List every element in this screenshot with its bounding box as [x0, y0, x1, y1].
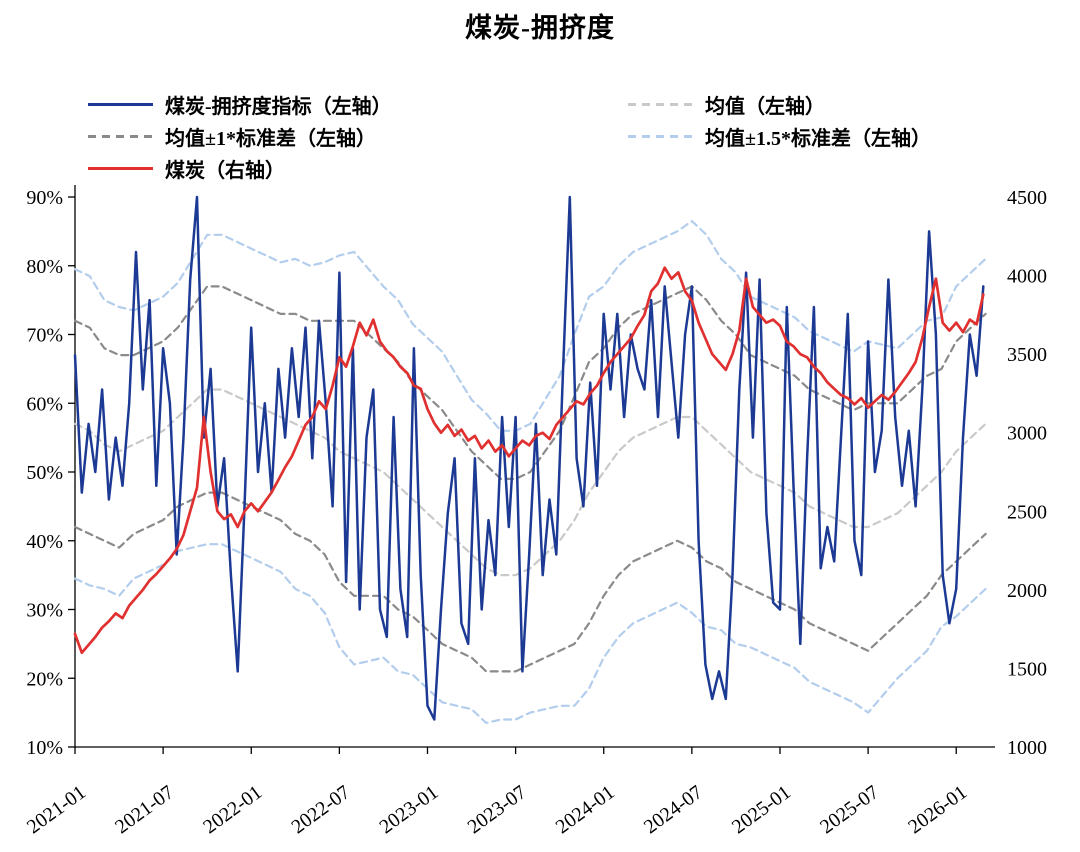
left-axis-label: 50% — [26, 462, 63, 484]
x-axis-label: 2022-07 — [287, 781, 354, 838]
mean-line — [73, 388, 987, 577]
legend-item-coal: 煤炭（右轴） — [88, 154, 628, 182]
crowding-indicator-line — [73, 195, 985, 721]
right-axis-label: 3500 — [1007, 344, 1047, 366]
legend-swatch-mean-1p5sd — [628, 134, 693, 138]
x-axis-label: 2022-01 — [199, 781, 266, 838]
band-upper-1p5-sd-line — [73, 220, 987, 432]
chart-title: 煤炭-拥挤度 — [465, 13, 615, 43]
left-axis-label: 30% — [26, 600, 63, 622]
legend-item-mean-1p5sd: 均值±1.5*标准差（左轴） — [628, 122, 993, 150]
right-axis-label: 4500 — [1007, 187, 1047, 209]
x-axis-label: 2024-07 — [640, 781, 707, 838]
right-axis-label: 1000 — [1007, 737, 1047, 759]
right-axis-label: 4000 — [1007, 266, 1047, 288]
legend: 煤炭-拥挤度指标（左轴） 均值（左轴） 均值±1*标准差（左轴） 均值±1.5*… — [88, 90, 993, 182]
legend-item-mean: 均值（左轴） — [628, 90, 993, 118]
legend-label-mean-1sd: 均值±1*标准差（左轴） — [165, 127, 376, 150]
right-axis-label: 3000 — [1007, 423, 1047, 445]
legend-swatch-mean-1sd — [88, 134, 153, 138]
coal-price-line — [73, 266, 985, 655]
legend-label-crowding-indicator: 煤炭-拥挤度指标（左轴） — [165, 95, 392, 118]
band-lower-1p5-sd-line — [73, 543, 987, 725]
band-upper-1-sd-line — [73, 285, 987, 480]
legend-swatch-coal — [88, 166, 153, 170]
x-axis-label: 2025-07 — [816, 781, 883, 838]
left-axis-label: 10% — [26, 737, 63, 759]
x-axis-label: 2025-01 — [728, 781, 795, 838]
right-axis-label: 2000 — [1007, 580, 1047, 602]
x-axis-label: 2026-01 — [904, 781, 971, 838]
x-axis-label: 2024-01 — [552, 781, 619, 838]
legend-label-mean: 均值（左轴） — [705, 95, 825, 118]
left-axis-label: 60% — [26, 393, 63, 415]
x-axis-label: 2023-07 — [464, 781, 531, 838]
left-axis-label: 80% — [26, 256, 63, 278]
left-axis-label: 90% — [26, 187, 63, 209]
left-axis-label: 70% — [26, 325, 63, 347]
right-axis-label: 1500 — [1007, 658, 1047, 680]
legend-label-coal: 煤炭（右轴） — [165, 159, 285, 182]
x-axis-label: 2021-07 — [111, 781, 178, 838]
left-axis-label: 20% — [26, 668, 63, 690]
legend-swatch-crowding-indicator — [88, 102, 153, 106]
x-axis-label: 2023-01 — [376, 781, 443, 838]
legend-swatch-mean — [628, 102, 693, 106]
legend-item-crowding-indicator: 煤炭-拥挤度指标（左轴） — [88, 90, 628, 118]
right-axis-label: 2500 — [1007, 501, 1047, 523]
left-axis-label: 40% — [26, 531, 63, 553]
x-axis-label: 2021-01 — [23, 781, 90, 838]
legend-item-mean-1sd: 均值±1*标准差（左轴） — [88, 122, 628, 150]
legend-label-mean-1p5sd: 均值±1.5*标准差（左轴） — [705, 127, 931, 150]
